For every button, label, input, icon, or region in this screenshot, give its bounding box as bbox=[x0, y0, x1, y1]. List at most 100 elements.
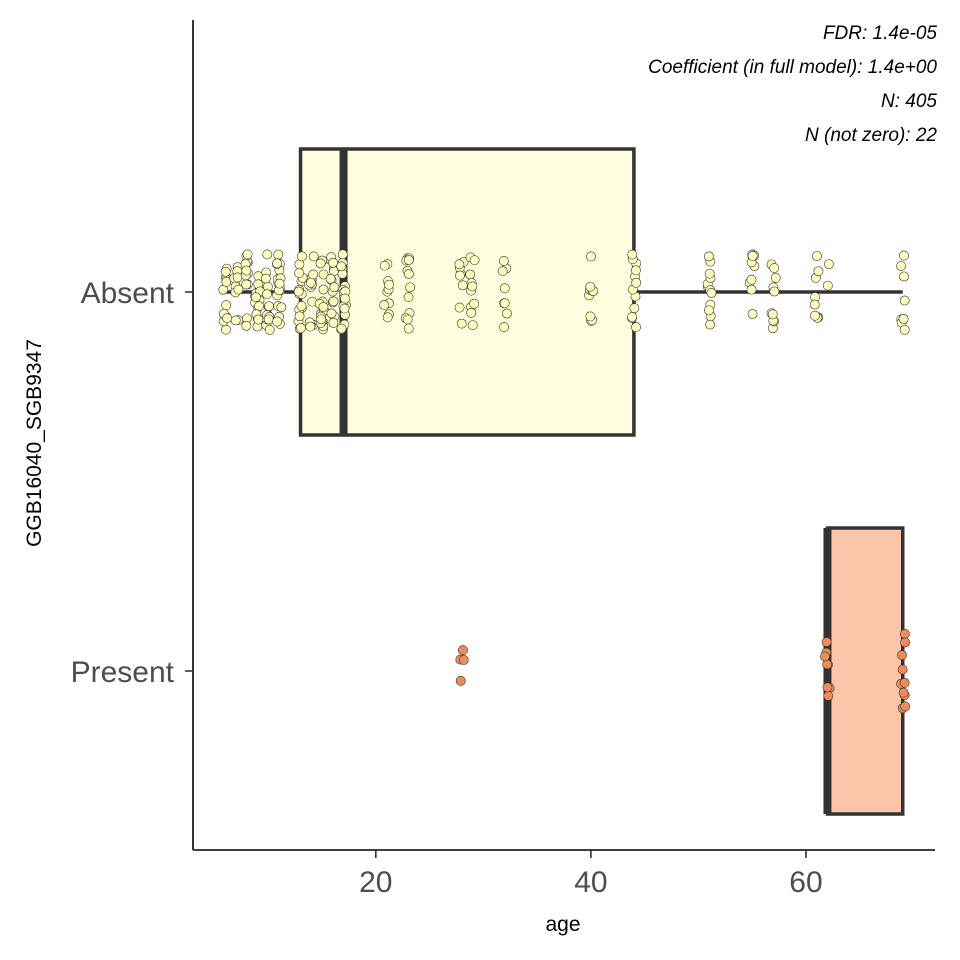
data-point bbox=[241, 265, 252, 276]
data-point bbox=[294, 268, 305, 278]
data-point bbox=[467, 320, 478, 331]
data-point bbox=[336, 323, 347, 334]
data-point bbox=[896, 261, 906, 271]
data-point bbox=[454, 302, 465, 313]
box-present bbox=[823, 526, 905, 816]
data-point bbox=[251, 292, 261, 303]
data-point bbox=[242, 249, 253, 260]
data-point bbox=[813, 266, 824, 277]
data-point bbox=[241, 279, 252, 290]
data-point bbox=[308, 251, 319, 262]
data-point bbox=[253, 314, 264, 325]
data-point bbox=[704, 268, 715, 279]
data-point bbox=[405, 282, 416, 293]
data-point bbox=[340, 293, 350, 304]
data-point bbox=[897, 650, 907, 661]
data-point bbox=[899, 629, 910, 639]
data-point bbox=[241, 320, 252, 331]
data-point bbox=[329, 282, 340, 293]
data-point bbox=[810, 310, 820, 321]
x-tick-label: 60 bbox=[789, 866, 822, 899]
data-point bbox=[305, 321, 316, 332]
x-ticks: 20 40 60 bbox=[359, 850, 823, 899]
data-point bbox=[703, 251, 714, 262]
data-point bbox=[809, 299, 820, 310]
data-point bbox=[262, 289, 272, 300]
data-point bbox=[456, 318, 467, 329]
data-point bbox=[254, 301, 264, 312]
data-point bbox=[221, 324, 231, 335]
data-point bbox=[586, 251, 596, 262]
data-point bbox=[822, 682, 833, 693]
annotation-line: Coefficient (in full model): 1.4e+00 bbox=[648, 57, 937, 78]
data-point bbox=[328, 317, 339, 328]
data-point bbox=[222, 313, 233, 324]
data-point bbox=[457, 280, 468, 291]
data-point bbox=[454, 259, 465, 270]
data-point bbox=[402, 314, 413, 325]
data-point bbox=[337, 249, 348, 260]
data-point bbox=[263, 314, 274, 325]
data-point bbox=[326, 308, 337, 319]
data-point bbox=[770, 272, 781, 283]
data-point bbox=[454, 270, 465, 281]
y-ticks: Absent Present bbox=[71, 277, 193, 689]
y-tick-label: Absent bbox=[81, 277, 175, 310]
data-point bbox=[336, 261, 347, 272]
data-point bbox=[502, 308, 512, 319]
data-point bbox=[465, 269, 476, 280]
data-point bbox=[232, 272, 243, 283]
data-point bbox=[899, 295, 910, 306]
x-axis-title: age bbox=[545, 913, 580, 936]
data-point bbox=[899, 250, 909, 261]
data-point bbox=[403, 292, 414, 303]
data-point bbox=[316, 314, 327, 325]
data-point bbox=[769, 263, 780, 273]
data-point bbox=[812, 251, 822, 261]
data-point bbox=[497, 266, 508, 277]
annotation-line: N (not zero): 22 bbox=[805, 125, 937, 146]
data-point bbox=[747, 309, 758, 319]
data-point bbox=[898, 313, 909, 324]
data-point bbox=[296, 301, 307, 311]
data-point bbox=[328, 257, 339, 268]
data-point bbox=[585, 311, 596, 322]
data-point bbox=[403, 323, 414, 334]
data-point bbox=[499, 283, 510, 294]
data-point bbox=[318, 284, 329, 295]
data-point bbox=[899, 324, 910, 335]
data-point bbox=[747, 251, 758, 261]
data-point bbox=[274, 278, 285, 289]
data-point bbox=[260, 273, 271, 284]
data-point bbox=[899, 271, 909, 282]
data-point bbox=[900, 637, 910, 648]
data-point bbox=[498, 256, 509, 266]
data-point bbox=[822, 280, 833, 291]
data-point bbox=[264, 324, 275, 335]
data-point bbox=[821, 637, 832, 647]
data-point bbox=[318, 302, 329, 312]
data-point bbox=[705, 319, 716, 330]
data-point bbox=[379, 300, 390, 310]
data-point bbox=[233, 284, 244, 295]
data-point bbox=[294, 311, 305, 322]
data-point bbox=[627, 249, 638, 260]
data-point bbox=[315, 258, 326, 269]
data-point bbox=[262, 249, 273, 260]
data-point bbox=[898, 687, 909, 698]
data-point bbox=[457, 645, 468, 656]
box-iqr bbox=[825, 526, 905, 816]
data-point bbox=[230, 315, 241, 326]
data-point bbox=[293, 286, 304, 297]
annotations: FDR: 1.4e-05 Coefficient (in full model):… bbox=[648, 23, 937, 146]
boxes-layer bbox=[225, 147, 905, 816]
data-point bbox=[900, 701, 911, 712]
data-point bbox=[382, 312, 393, 323]
data-point bbox=[746, 284, 757, 295]
annotation-line: N: 405 bbox=[881, 91, 937, 112]
data-point bbox=[706, 287, 717, 298]
points-layer bbox=[218, 249, 911, 714]
data-point bbox=[318, 269, 329, 280]
x-tick-label: 40 bbox=[574, 866, 607, 899]
